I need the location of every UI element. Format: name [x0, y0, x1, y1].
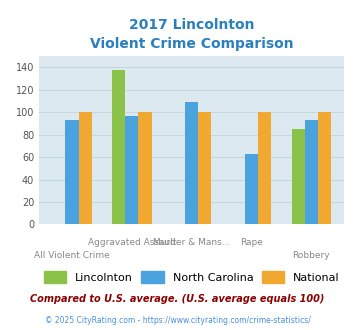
Bar [318, 112, 331, 224]
Text: © 2025 CityRating.com - https://www.cityrating.com/crime-statistics/: © 2025 CityRating.com - https://www.city… [45, 316, 310, 325]
Text: Murder & Mans...: Murder & Mans... [153, 238, 230, 247]
Bar [125, 115, 138, 224]
Legend: Lincolnton, North Carolina, National: Lincolnton, North Carolina, National [39, 267, 344, 287]
Text: Robbery: Robbery [293, 251, 330, 260]
Bar [138, 112, 152, 224]
Bar [258, 112, 271, 224]
Bar [112, 70, 125, 224]
Bar [78, 112, 92, 224]
Title: 2017 Lincolnton
Violent Crime Comparison: 2017 Lincolnton Violent Crime Comparison [90, 18, 294, 51]
Bar [292, 129, 305, 224]
Bar [198, 112, 212, 224]
Text: Compared to U.S. average. (U.S. average equals 100): Compared to U.S. average. (U.S. average … [30, 294, 325, 304]
Bar [305, 120, 318, 224]
Text: All Violent Crime: All Violent Crime [34, 251, 110, 260]
Text: Aggravated Assault: Aggravated Assault [88, 238, 176, 247]
Text: Rape: Rape [240, 238, 263, 247]
Bar [185, 102, 198, 224]
Bar [65, 120, 78, 224]
Bar [245, 154, 258, 224]
